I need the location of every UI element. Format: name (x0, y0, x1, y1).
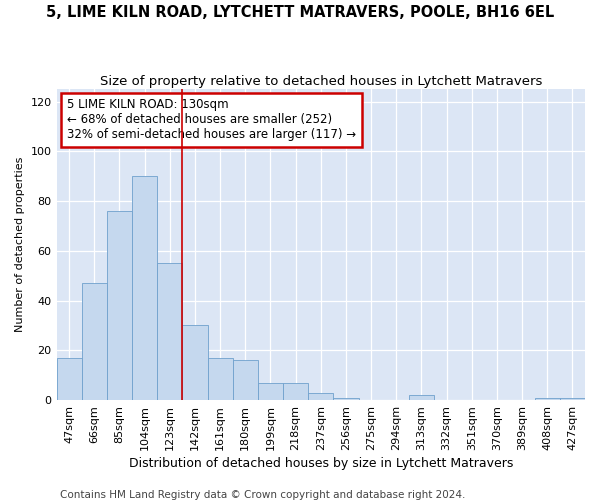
Bar (258, 382, 283, 400)
Text: Contains HM Land Registry data © Crown copyright and database right 2024.: Contains HM Land Registry data © Crown c… (60, 490, 466, 500)
Bar (132, 176, 157, 400)
Bar (233, 360, 258, 400)
Bar (208, 358, 233, 400)
X-axis label: Distribution of detached houses by size in Lytchett Matravers: Distribution of detached houses by size … (128, 457, 513, 470)
Y-axis label: Number of detached properties: Number of detached properties (15, 157, 25, 332)
Bar (308, 392, 334, 400)
Bar (334, 398, 359, 400)
Bar (107, 211, 132, 400)
Text: 5 LIME KILN ROAD: 130sqm
← 68% of detached houses are smaller (252)
32% of semi-: 5 LIME KILN ROAD: 130sqm ← 68% of detach… (67, 98, 356, 142)
Bar (182, 326, 208, 400)
Bar (283, 382, 308, 400)
Bar (560, 398, 585, 400)
Bar (409, 395, 434, 400)
Bar (56, 358, 82, 400)
Bar (157, 264, 182, 400)
Bar (535, 398, 560, 400)
Title: Size of property relative to detached houses in Lytchett Matravers: Size of property relative to detached ho… (100, 75, 542, 88)
Text: 5, LIME KILN ROAD, LYTCHETT MATRAVERS, POOLE, BH16 6EL: 5, LIME KILN ROAD, LYTCHETT MATRAVERS, P… (46, 5, 554, 20)
Bar (82, 283, 107, 400)
